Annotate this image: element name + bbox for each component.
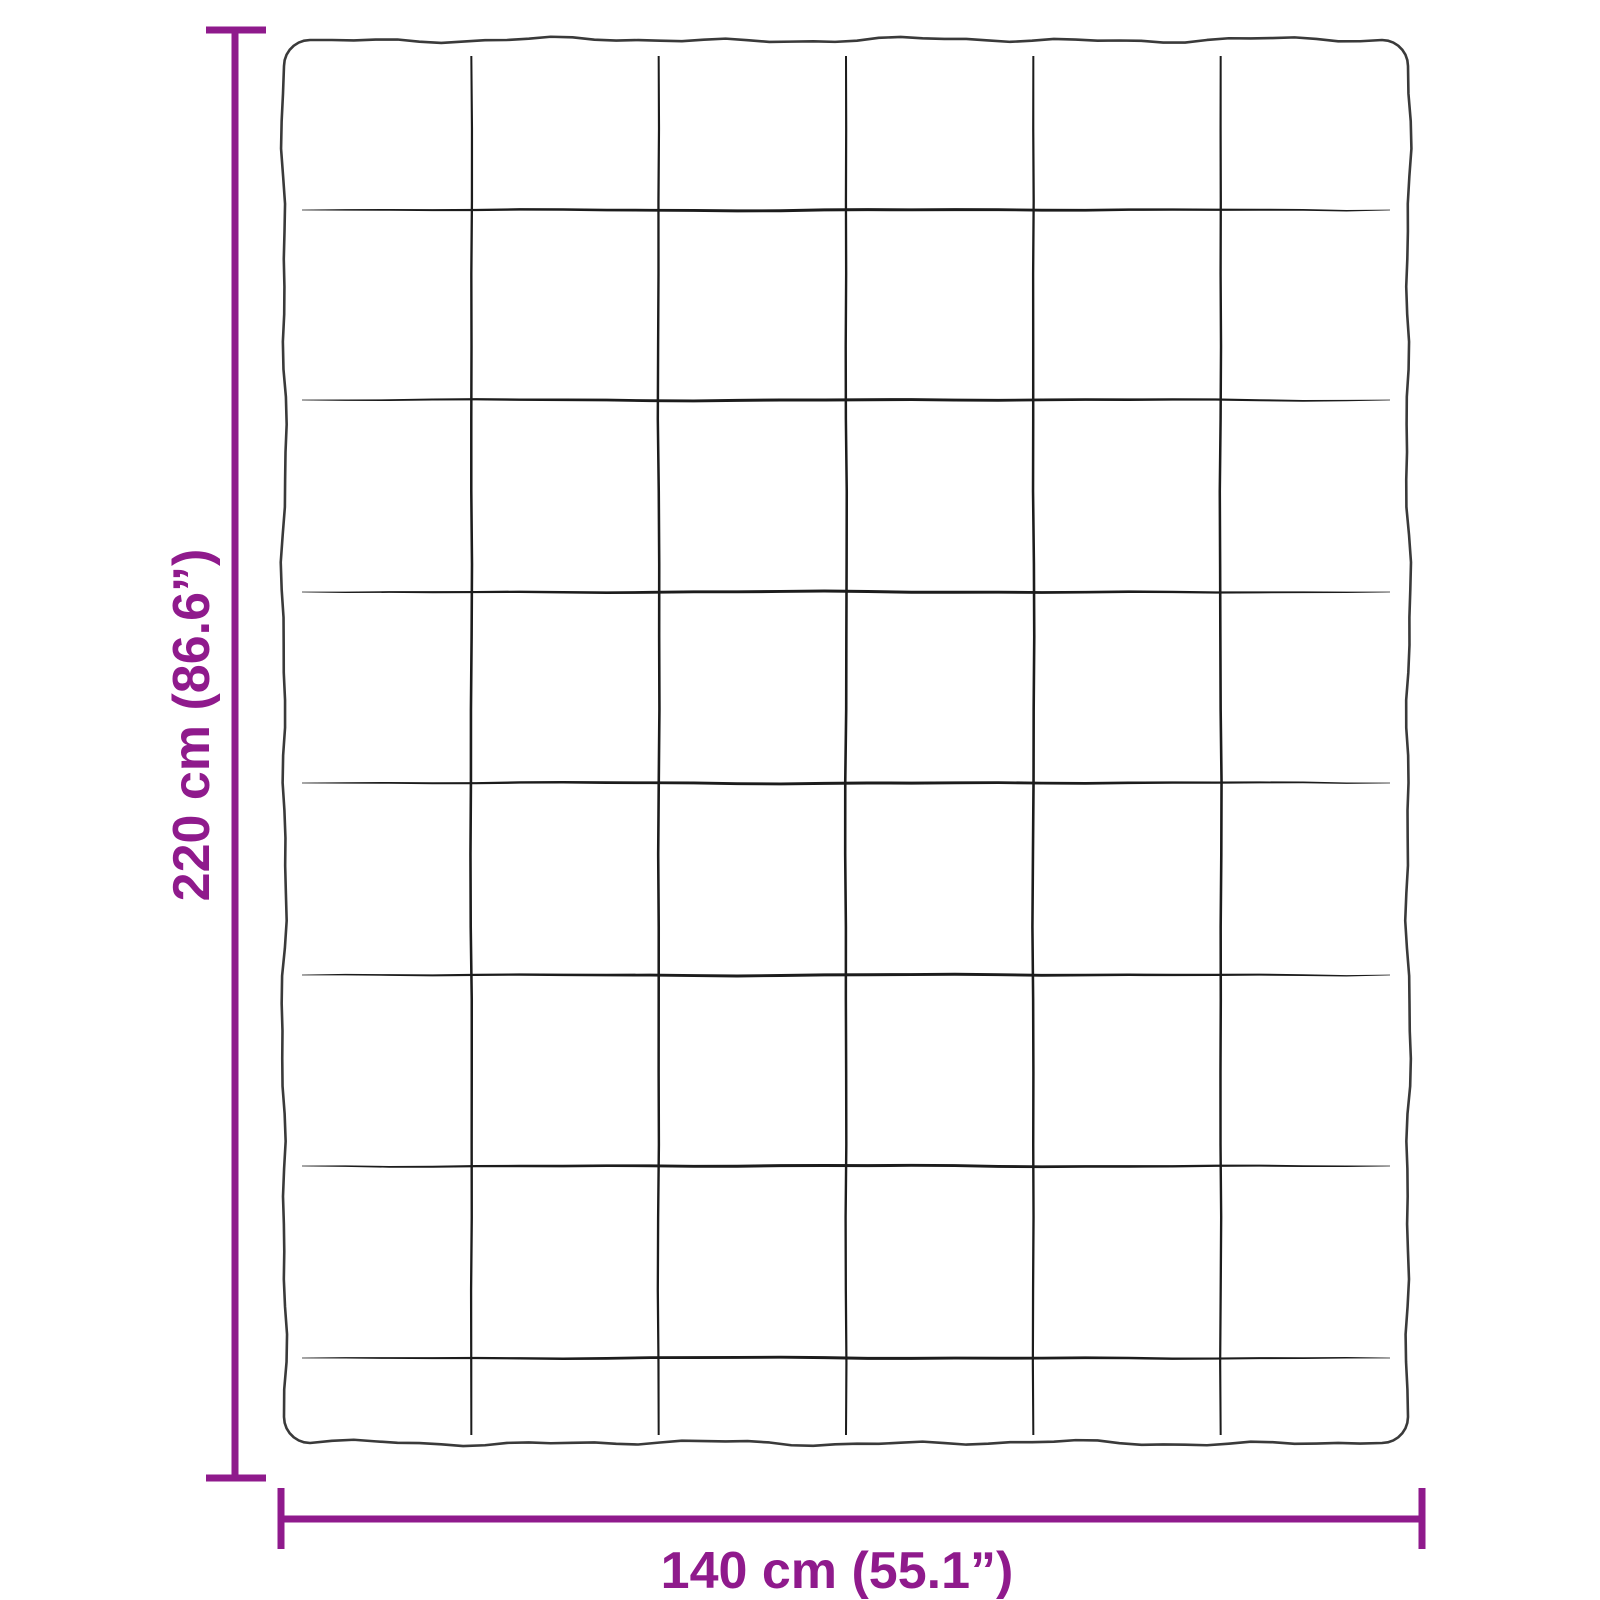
svg-text:220 cm (86.6”): 220 cm (86.6”) bbox=[163, 549, 221, 902]
svg-text:140 cm (55.1”): 140 cm (55.1”) bbox=[661, 1542, 1014, 1600]
